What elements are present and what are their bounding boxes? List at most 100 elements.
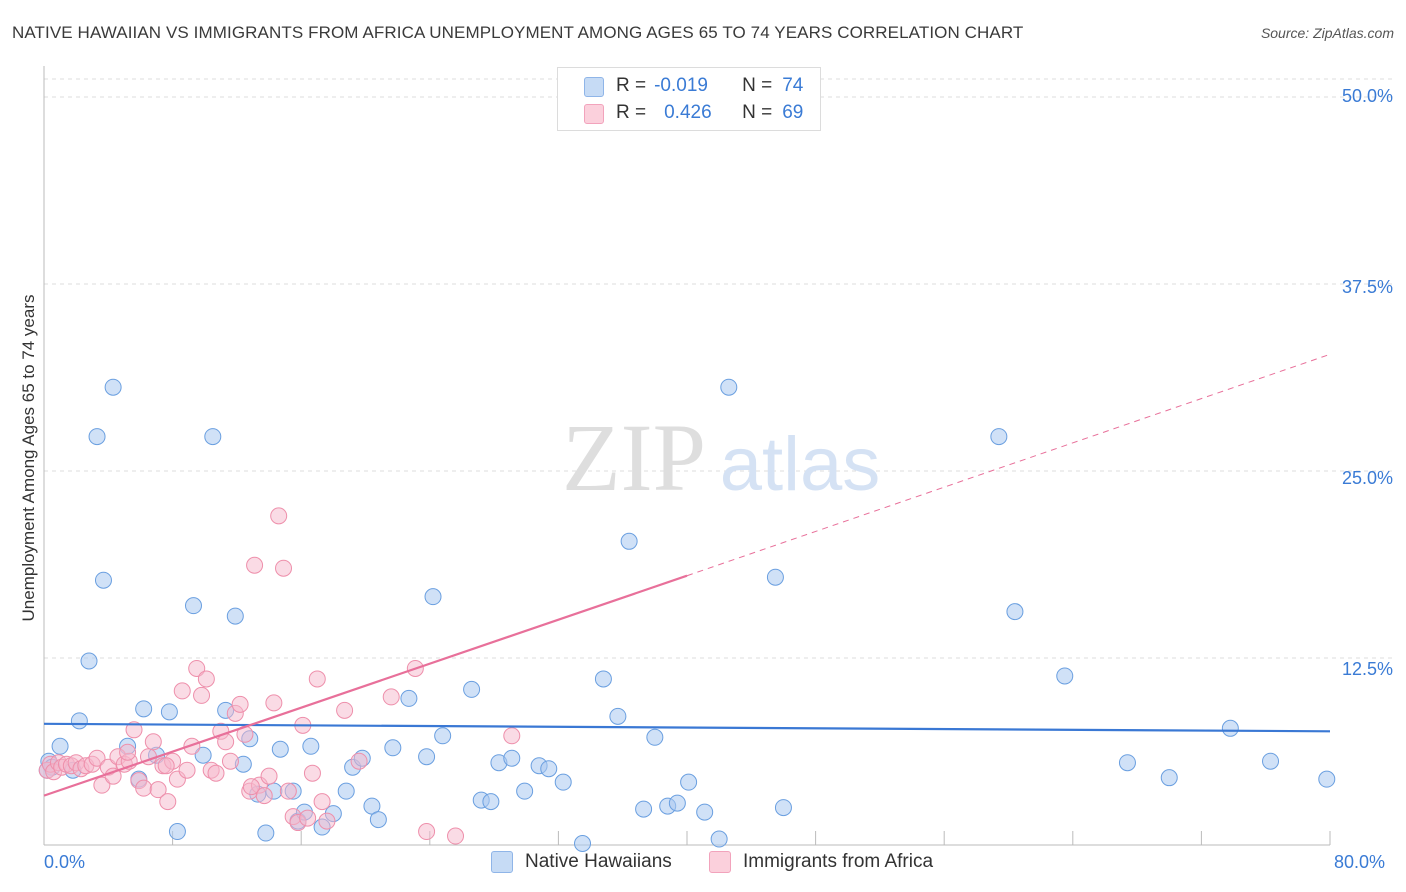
legend-swatch-pink: [584, 104, 604, 124]
native-hawaiians-point-17: [204, 428, 222, 446]
native-hawaiians-point-42: [463, 680, 481, 698]
immigrants-from-africa-point-55: [303, 764, 321, 782]
immigrants-from-africa-point-60: [350, 752, 368, 770]
immigrants-from-africa-point-20: [135, 779, 153, 797]
native-hawaiians-point-53: [609, 707, 627, 725]
immigrants-from-africa-point-68: [119, 743, 137, 761]
native-hawaiians-point-50: [554, 773, 572, 791]
watermark-atlas: atlas: [720, 422, 881, 507]
correlation-legend: R = -0.019 N = 74 R = 0.426 N = 69: [557, 67, 821, 131]
x-tick-max: 80.0%: [1334, 852, 1386, 872]
immigrants-from-africa-point-38: [221, 752, 239, 770]
immigrants-from-africa-point-67: [242, 778, 260, 796]
native-hawaiians-point-60: [696, 803, 714, 821]
legend-label-native-hawaiians: Native Hawaiians: [525, 851, 672, 872]
native-hawaiians-point-55: [635, 800, 653, 818]
immigrants-from-africa-point-11: [88, 749, 106, 767]
native-hawaiians-point-2: [51, 737, 69, 755]
legend-swatch-blue: [584, 77, 604, 97]
y-tick-12-5: 12.5%: [1341, 659, 1393, 679]
legend-label-immigrants-from-africa: Immigrants from Africa: [743, 851, 934, 872]
r-value-1: -0.019: [654, 75, 708, 96]
r-value-2: 0.426: [664, 102, 712, 123]
native-hawaiians-point-70: [1221, 719, 1239, 737]
native-hawaiians-point-54: [620, 532, 638, 550]
immigrants-from-africa-point-23: [149, 781, 167, 799]
immigrants-from-africa-point-35: [207, 764, 225, 782]
immigrants-from-africa-point-22: [144, 733, 162, 751]
immigrants-from-africa-point-50: [279, 782, 297, 800]
chart-title: NATIVE HAWAIIAN VS IMMIGRANTS FROM AFRIC…: [12, 23, 1024, 42]
native-hawaiians-point-14: [168, 823, 186, 841]
immigrants-from-africa-point-63: [418, 823, 436, 841]
immigrants-from-africa-point-29: [178, 761, 196, 779]
native-hawaiians-point-11: [135, 700, 153, 718]
native-hawaiians-point-63: [766, 568, 784, 586]
legend-row-1: R = -0.019 N = 74: [616, 73, 803, 99]
y-tick-37-5: 37.5%: [1341, 277, 1393, 297]
immigrants-from-africa-point-32: [193, 686, 211, 704]
immigrants-from-africa-point-25: [159, 793, 177, 811]
native-hawaiians-point-29: [302, 737, 320, 755]
immigrants-from-africa-point-46: [260, 767, 278, 785]
source-text: Source: ZipAtlas.com: [1260, 25, 1394, 41]
native-hawaiians-point-61: [710, 830, 728, 848]
native-hawaiians-point-51: [574, 835, 592, 853]
native-hawaiians-point-66: [1006, 603, 1024, 621]
legend-row-2: R = 0.426 N = 69: [616, 100, 803, 126]
n-label-1: N =: [742, 75, 773, 96]
native-hawaiians-point-5: [80, 652, 98, 670]
immigrants-from-africa-point-64: [447, 827, 465, 845]
native-hawaiians-point-68: [1118, 754, 1136, 772]
n-value-2: 69: [782, 102, 804, 123]
immigrants-from-africa-point-49: [275, 559, 293, 577]
y-axis-label: Unemployment Among Ages 65 to 74 years: [19, 294, 38, 622]
immigrants-from-africa-trend-line: [43, 574, 688, 797]
native-hawaiians-point-13: [160, 703, 178, 721]
native-hawaiians-point-7: [94, 571, 112, 589]
native-hawaiians-point-59: [680, 773, 698, 791]
immigrants-from-africa-point-14: [104, 767, 122, 785]
native-hawaiians-point-38: [400, 689, 418, 707]
legend-swatch-native-hawaiians: [491, 851, 513, 873]
native-hawaiians-point-16: [194, 746, 212, 764]
immigrants-from-africa-point-61: [382, 688, 400, 706]
n-label-2: N =: [742, 102, 773, 123]
native-hawaiians-trend-line: [43, 722, 1331, 733]
native-hawaiians-point-64: [774, 799, 792, 817]
immigrants-from-africa-point-47: [265, 694, 283, 712]
native-hawaiians-point-56: [646, 728, 664, 746]
native-hawaiians-point-69: [1160, 769, 1178, 787]
immigrants-from-africa-point-48: [270, 507, 288, 525]
grid-lines: [44, 78, 1392, 659]
native-hawaiians-point-71: [1262, 752, 1280, 770]
native-hawaiians-point-62: [720, 378, 738, 396]
immigrants-from-africa-point-54: [299, 809, 317, 827]
native-hawaiians-point-46: [503, 749, 521, 767]
immigrants-from-africa-point-31: [188, 659, 206, 677]
immigrants-from-africa-points: [38, 507, 521, 845]
native-hawaiians-point-40: [424, 588, 442, 606]
immigrants-from-africa-point-33: [197, 670, 215, 688]
native-hawaiians-point-23: [257, 824, 275, 842]
r-label-2: R =: [616, 102, 647, 123]
y-tick-25: 25.0%: [1341, 468, 1393, 488]
native-hawaiians-point-65: [990, 428, 1008, 446]
native-hawaiians-point-39: [418, 748, 436, 766]
native-hawaiians-point-44: [482, 793, 500, 811]
immigrants-from-africa-point-58: [318, 812, 336, 830]
source-label: Source: ZipAtlas.com: [1261, 25, 1394, 41]
native-hawaiians-point-41: [434, 727, 452, 745]
immigrants-from-africa-point-40: [231, 695, 249, 713]
native-hawaiians-point-19: [226, 607, 244, 625]
y-tick-50: 50.0%: [1341, 86, 1393, 106]
native-hawaiians-point-36: [369, 811, 387, 829]
immigrants-from-africa-point-43: [246, 556, 264, 574]
native-hawaiians-point-8: [104, 378, 122, 396]
n-value-1: 74: [782, 75, 804, 96]
watermark: ZIP atlas: [562, 404, 880, 511]
legend-item-immigrants-from-africa: Immigrants from Africa: [709, 851, 933, 873]
immigrants-from-africa-point-30: [183, 737, 201, 755]
legend-item-native-hawaiians: Native Hawaiians: [491, 851, 672, 873]
immigrants-from-africa-point-65: [503, 727, 521, 745]
